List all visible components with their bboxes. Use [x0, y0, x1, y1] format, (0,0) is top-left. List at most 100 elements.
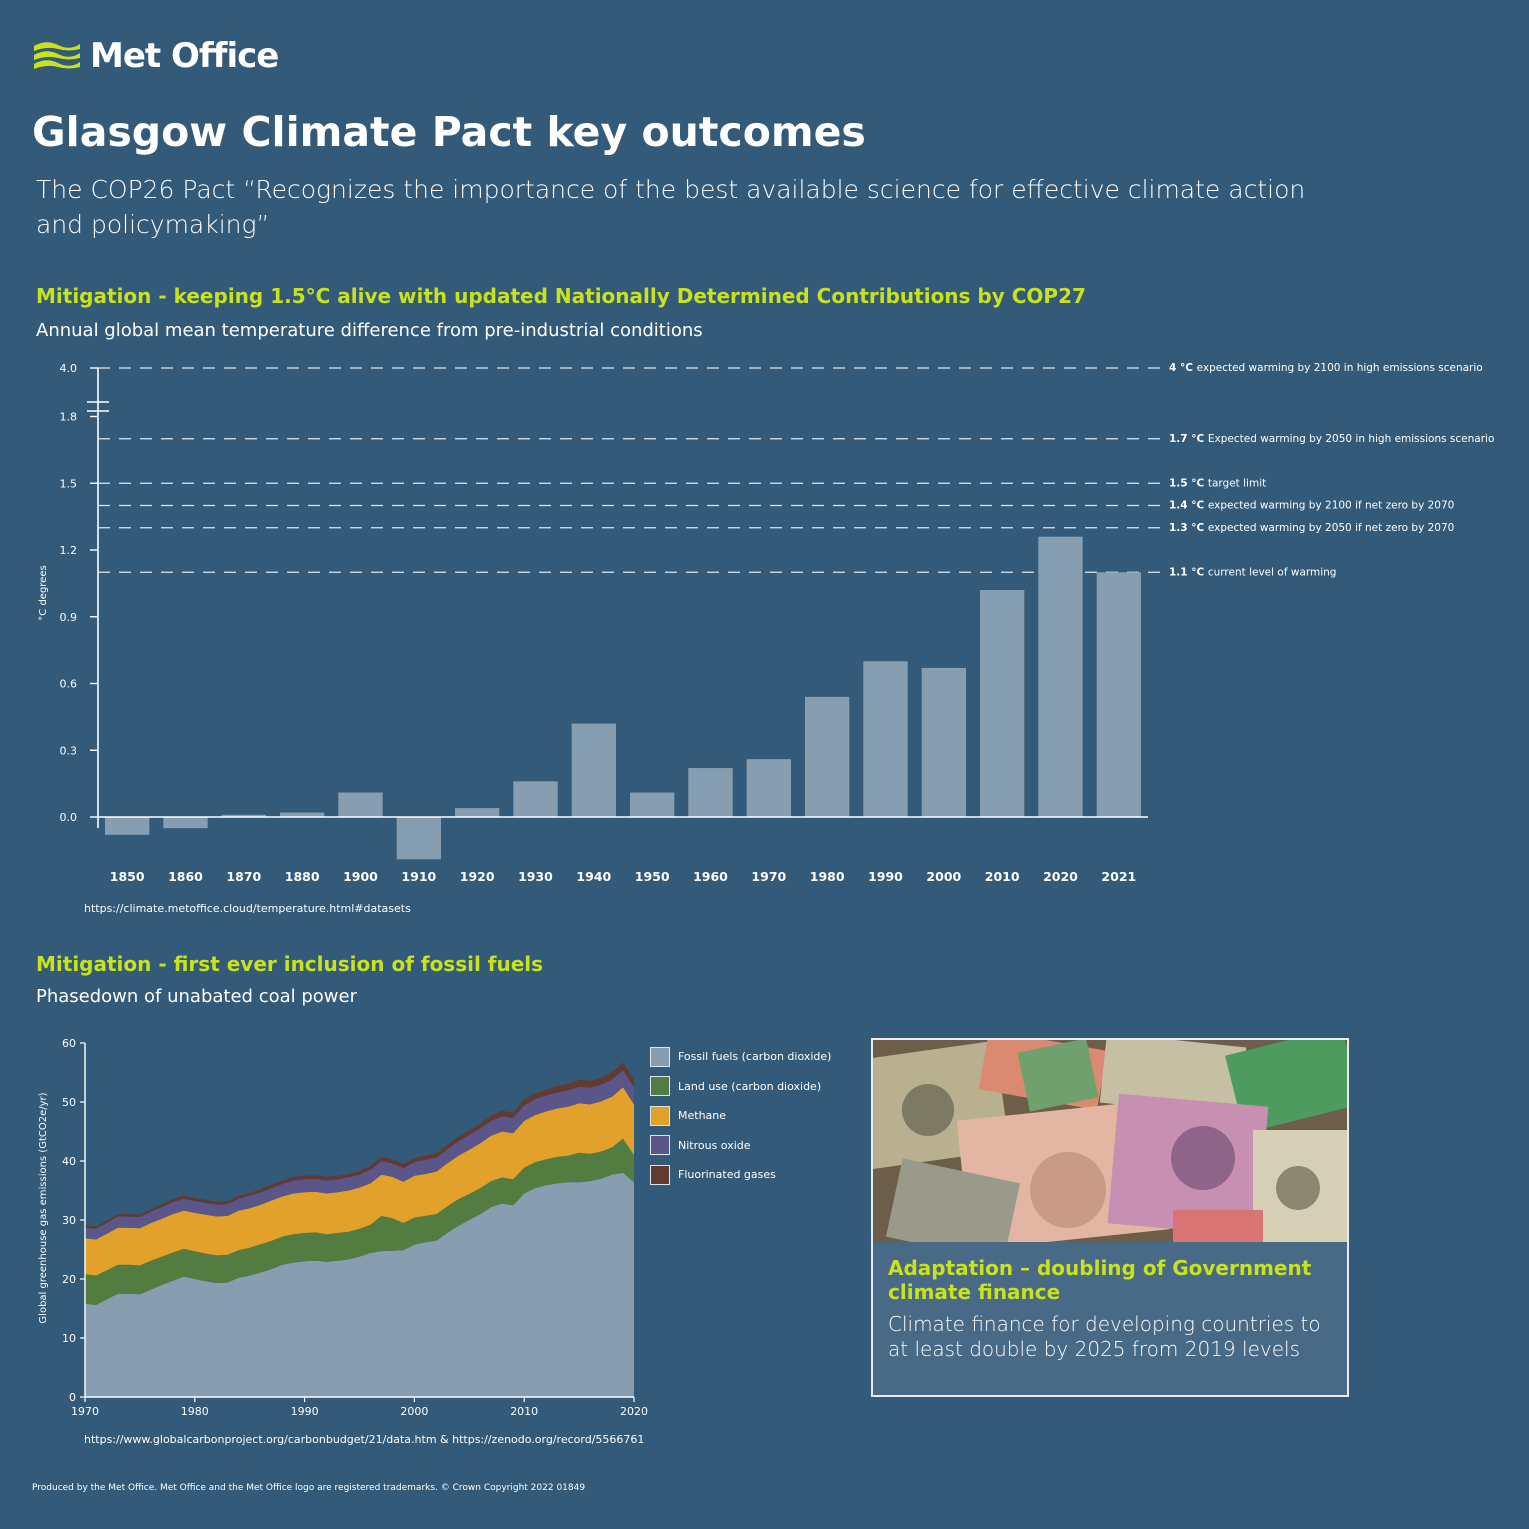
x-tick-label: 2020 — [620, 1405, 648, 1418]
reference-line-label: 1.5 °C target limit — [1169, 477, 1266, 489]
y-tick-label: 0.9 — [60, 611, 78, 624]
temperature-bar — [221, 814, 266, 817]
y-tick-label: 1.8 — [60, 411, 78, 424]
temperature-bar — [863, 661, 908, 817]
x-tick-label: 1980 — [181, 1405, 209, 1418]
adaptation-text: Climate finance for developing countries… — [888, 1312, 1321, 1361]
x-tick-label: 1900 — [343, 869, 378, 884]
legend-swatch — [650, 1046, 670, 1067]
x-tick-label: 1880 — [285, 869, 320, 884]
section1-heading: Mitigation - keeping 1.5°C alive with up… — [36, 284, 1086, 308]
temperature-bar — [396, 817, 441, 860]
legend-swatch — [650, 1135, 670, 1156]
legend-swatch — [650, 1164, 670, 1185]
legend-swatch — [650, 1105, 670, 1126]
temperature-bar — [688, 768, 733, 817]
x-tick-label: 1990 — [868, 869, 903, 884]
emissions-area-series — [85, 1172, 634, 1397]
x-tick-label: 2000 — [400, 1405, 428, 1418]
emissions-area-series — [85, 1070, 634, 1240]
adaptation-heading: Adaptation – doubling of Government clim… — [888, 1256, 1312, 1304]
legend-item: Methane — [650, 1101, 831, 1131]
x-tick-label: 2010 — [985, 869, 1020, 884]
temperature-bar — [805, 696, 850, 817]
legend-item: Nitrous oxide — [650, 1131, 831, 1161]
legend-label: Land use (carbon dioxide) — [678, 1079, 822, 1093]
adaptation-card: Adaptation – doubling of Government clim… — [871, 1038, 1349, 1397]
x-tick-label: 1870 — [226, 869, 261, 884]
temperature-bar — [338, 792, 383, 817]
emissions-area-series — [85, 1087, 634, 1276]
x-tick-label: 1930 — [518, 869, 553, 884]
temperature-bar — [630, 792, 675, 817]
x-tick-label: 1980 — [810, 869, 845, 884]
x-tick-label: 1940 — [576, 869, 611, 884]
x-tick-label: 1960 — [693, 869, 728, 884]
section2-heading: Mitigation - first ever inclusion of fos… — [36, 952, 544, 976]
temperature-bar — [163, 817, 208, 829]
emissions-legend: Fossil fuels (carbon dioxide) Land use (c… — [650, 1042, 831, 1190]
x-tick-label: 1970 — [71, 1405, 99, 1418]
y-tick-label: 20 — [62, 1273, 76, 1286]
legend-label: Methane — [678, 1109, 727, 1123]
y-tick-label: 60 — [62, 1037, 76, 1050]
reference-line-label: 1.7 °C Expected warming by 2050 in high … — [1169, 433, 1494, 445]
y-tick-label: 0.0 — [60, 811, 78, 824]
section2-subheading: Phasedown of unabated coal power — [36, 986, 357, 1007]
y-axis-label: Global greenhouse gas emissions (GtCO2e/… — [38, 1092, 49, 1323]
x-tick-label: 1920 — [460, 869, 495, 884]
y-tick-label: 1.5 — [60, 477, 78, 490]
y-tick-label: 0.6 — [60, 678, 78, 691]
reference-line-label: 4 °C expected warming by 2100 in high em… — [1169, 362, 1483, 374]
y-tick-label: 40 — [62, 1155, 76, 1168]
x-tick-label: 1990 — [291, 1405, 319, 1418]
y-tick-label: 0.3 — [60, 744, 78, 757]
temperature-bar — [1096, 572, 1141, 817]
y-axis-label: °C degrees — [38, 565, 49, 620]
page-title: Glasgow Climate Pact key outcomes — [32, 108, 866, 156]
reference-line-label: 1.3 °C expected warming by 2050 if net z… — [1169, 522, 1454, 534]
emissions-area-series — [85, 1138, 634, 1305]
legend-label: Fluorinated gases — [678, 1168, 776, 1182]
y-tick-label: 30 — [62, 1214, 76, 1227]
logo-text: Met Office — [90, 36, 279, 76]
y-tick-label: 50 — [62, 1096, 76, 1109]
section1-subheading: Annual global mean temperature differenc… — [36, 320, 703, 341]
met-office-wave-icon — [34, 42, 80, 69]
y-tick-label: 0 — [69, 1391, 76, 1404]
reference-line-label: 1.4 °C expected warming by 2100 if net z… — [1169, 500, 1454, 512]
page-subtitle: The COP26 Pact “Recognizes the importanc… — [36, 175, 1306, 239]
legend-item: Land use (carbon dioxide) — [650, 1072, 831, 1102]
x-tick-label: 2020 — [1043, 869, 1078, 884]
x-tick-label: 2000 — [926, 869, 961, 884]
temperature-bar — [280, 812, 325, 817]
legend-label: Nitrous oxide — [678, 1138, 751, 1152]
legend-label: Fossil fuels (carbon dioxide) — [678, 1050, 832, 1064]
x-tick-label: 1910 — [401, 869, 436, 884]
x-tick-label: 1860 — [168, 869, 203, 884]
legend-item: Fossil fuels (carbon dioxide) — [650, 1042, 831, 1072]
y-tick-label: 10 — [62, 1332, 76, 1345]
temperature-bar-chart: 0.0 0.3 0.6 0.9 1.2 1.5 1.8 4.0 °C degrees 4 °C … — [38, 362, 1494, 884]
temperature-bar — [105, 817, 150, 835]
temperature-bar — [571, 723, 616, 817]
reference-line-label: 1.1 °C current level of warming — [1169, 566, 1336, 578]
legend-item: Fluorinated gases — [650, 1160, 831, 1190]
y-tick-label: 4.0 — [60, 362, 78, 375]
section1-source: https://climate.metoffice.cloud/temperat… — [84, 902, 411, 915]
x-tick-label: 1850 — [110, 869, 145, 884]
temperature-bar — [921, 667, 966, 817]
met-office-logo: Met Office — [32, 36, 279, 76]
emissions-area-chart: 0 10 20 30 40 50 60 1970 1980 1990 2000 2010 2020 Glo… — [38, 1037, 648, 1418]
y-tick-label: 1.2 — [60, 544, 78, 557]
temperature-bar — [746, 759, 791, 817]
temperature-bar — [1038, 536, 1083, 817]
x-tick-label: 1950 — [635, 869, 670, 884]
x-tick-label: 2021 — [1101, 869, 1136, 884]
banknotes-photo — [873, 1040, 1347, 1242]
legend-swatch — [650, 1076, 670, 1097]
temperature-bar — [513, 781, 558, 817]
temperature-bar — [980, 590, 1025, 817]
x-tick-label: 1970 — [751, 869, 786, 884]
x-tick-label: 2010 — [510, 1405, 538, 1418]
